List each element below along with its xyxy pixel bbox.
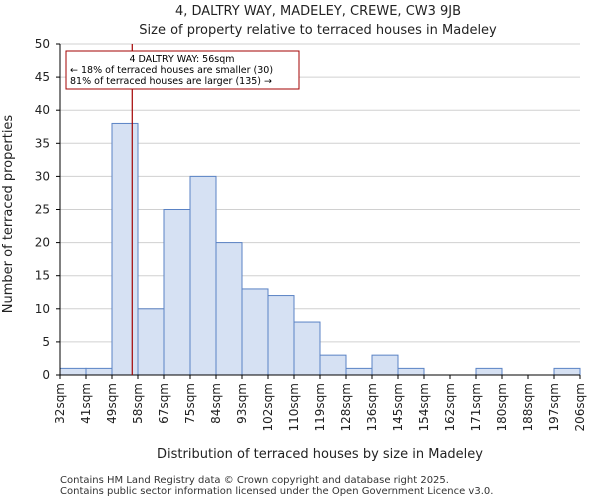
x-tick-label: 49sqm [105,383,119,424]
x-tick-label: 102sqm [261,383,275,431]
histogram-bar [163,209,191,376]
histogram-bar [293,321,321,376]
x-tick-label: 93sqm [235,383,249,424]
y-tick-label: 40 [35,103,50,117]
x-tick-label: 67sqm [157,383,171,424]
histogram-bar [345,367,373,376]
y-tick-label: 10 [35,302,50,316]
annotation-larger: 81% of terraced houses are larger (135) … [70,76,272,87]
x-tick-label: 128sqm [339,383,353,431]
bars [59,122,581,376]
y-tick-label: 0 [42,368,50,382]
y-tick-label: 35 [35,136,50,150]
x-axis-label: Distribution of terraced houses by size … [157,447,483,462]
x-tick-label: 180sqm [495,383,509,431]
annotation-box [65,50,300,90]
x-tick-label: 206sqm [573,383,587,431]
histogram-bar [215,242,243,376]
annotation-smaller: ← 18% of terraced houses are smaller (30… [70,65,273,76]
histogram-bar [59,367,87,376]
histogram-bar [111,122,139,376]
x-tick-label: 75sqm [183,383,197,424]
x-tick-label: 110sqm [287,383,301,431]
x-tick-label: 32sqm [53,383,67,424]
x-tick-label: 171sqm [469,383,483,431]
histogram-bar [371,354,399,376]
histogram-bar [85,367,113,376]
x-tick-label: 136sqm [365,383,379,431]
histogram-bar [267,295,295,376]
x-tick-label: 197sqm [547,383,561,431]
x-tick-label: 154sqm [417,383,431,431]
x-tick-label: 84sqm [209,383,223,424]
y-tick-label: 15 [35,269,50,283]
y-tick-label: 30 [35,169,50,183]
annotation-title: 4 DALTRY WAY: 56sqm [129,54,234,65]
y-axis-ticks: 0 5 10 15 20 25 30 35 40 45 50 [35,37,60,382]
footer-copyright: Contains HM Land Registry data © Crown c… [60,475,449,486]
chart-title: 4, DALTRY WAY, MADELEY, CREWE, CW3 9JB [175,4,461,19]
chart-subtitle: Size of property relative to terraced ho… [139,23,497,38]
x-tick-label: 162sqm [443,383,457,431]
x-tick-label: 119sqm [313,383,327,431]
x-tick-label: 188sqm [521,383,535,431]
histogram-bar [241,288,269,376]
footer-licence: Contains public sector information licen… [60,486,493,497]
y-tick-label: 5 [42,335,50,349]
y-tick-label: 25 [35,203,50,217]
histogram-bar [319,354,347,376]
x-tick-label: 58sqm [131,383,145,424]
x-tick-label: 41sqm [79,383,93,424]
histogram-bar [475,367,503,376]
y-axis-label: Number of terraced properties [1,115,16,314]
x-tick-label: 145sqm [391,383,405,431]
y-tick-label: 50 [35,37,50,51]
y-tick-label: 20 [35,236,50,250]
histogram-bar [397,367,425,376]
histogram-bar [189,175,217,376]
x-axis-ticks: 32sqm 41sqm 49sqm 58sqm 67sqm 75sqm 84sqm 93sqm… [53,375,587,431]
y-tick-label: 45 [35,70,50,84]
histogram-bar [553,367,581,376]
histogram-bar [137,308,165,376]
